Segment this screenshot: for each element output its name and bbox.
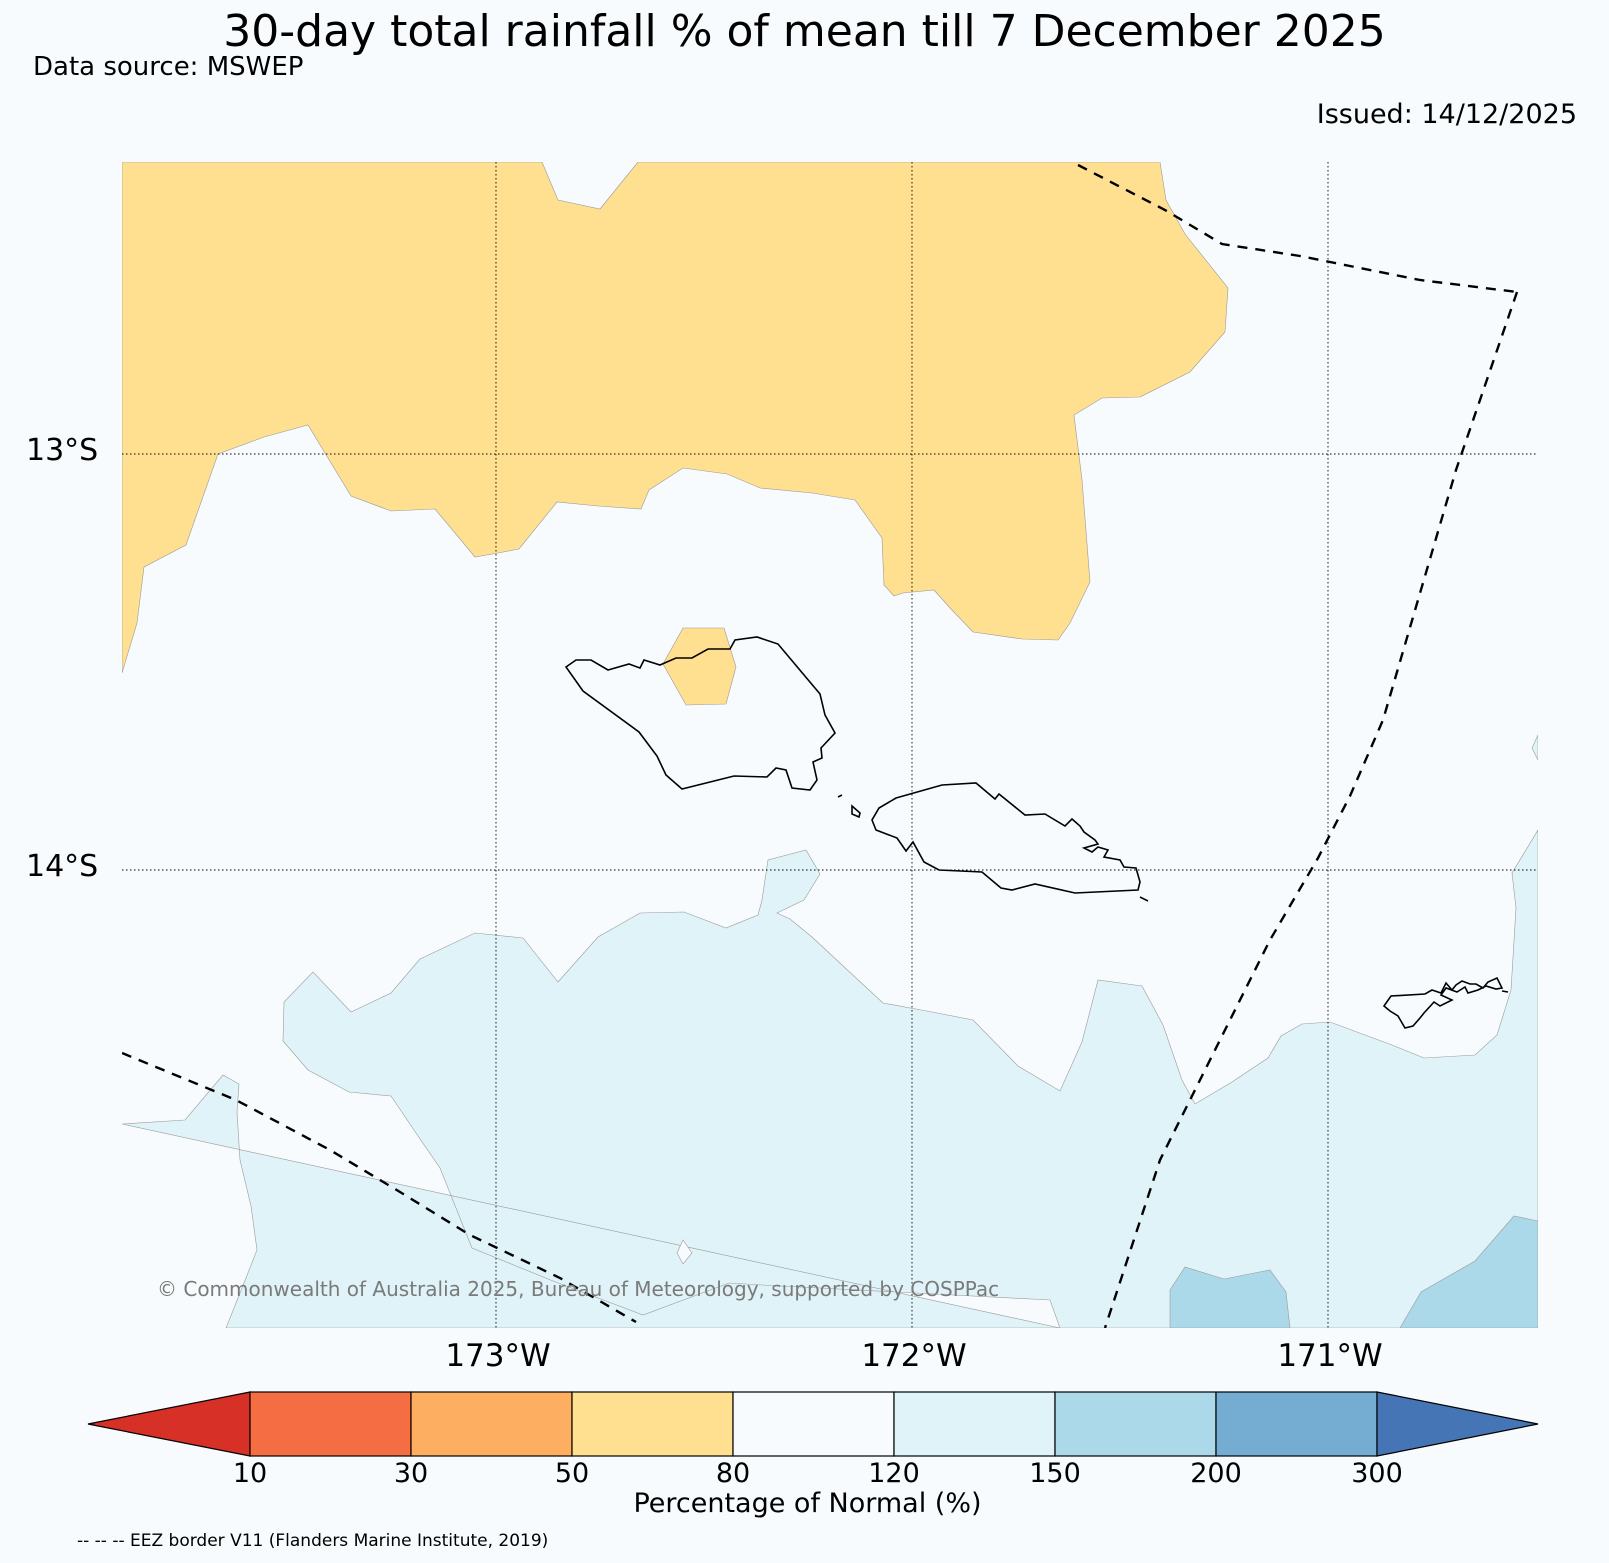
colorbar-tick: 150 (1029, 1458, 1081, 1489)
colorbar-tick: 200 (1190, 1458, 1242, 1489)
colorbar-extend-high (1376, 1391, 1539, 1457)
lon-label-171w: 171°W (1277, 1338, 1383, 1374)
eez-border-southwest (122, 1051, 637, 1324)
colorbar-tick: 120 (868, 1458, 920, 1489)
colorbar (87, 1391, 1539, 1457)
eez-borders (122, 163, 1519, 1328)
rainfall-zone-150-200-a (1169, 1266, 1291, 1328)
rainfall-zone-50-80 (122, 162, 1229, 674)
island-upolu (871, 782, 1141, 894)
island-apolima (851, 804, 861, 819)
lon-label-173w: 173°W (445, 1338, 551, 1374)
colorbar-bin-30-50 (410, 1391, 573, 1457)
map-area (122, 162, 1538, 1328)
map-title: 30-day total rainfall % of mean till 7 D… (223, 6, 1386, 57)
rainfall-zone-120-150-edge (1531, 734, 1538, 761)
colorbar-bin-200-300 (1215, 1391, 1378, 1457)
lon-label-172w: 172°W (861, 1338, 967, 1374)
data-source: Data source: MSWEP (33, 52, 304, 82)
colorbar-label: Percentage of Normal (%) (633, 1488, 982, 1519)
issued-date: Issued: 14/12/2025 (1316, 99, 1577, 130)
island-aunuu (1501, 990, 1509, 993)
lat-label-14s: 14°S (26, 849, 99, 884)
colorbar-tick: 50 (554, 1458, 590, 1489)
island-upolu-tip (1139, 896, 1149, 902)
colorbar-tick: 30 (393, 1458, 429, 1489)
colorbar-tick: 80 (715, 1458, 751, 1489)
coastlines (564, 636, 1509, 1029)
colorbar-extend-low (87, 1391, 251, 1457)
colorbar-bin-50-80 (571, 1391, 734, 1457)
rainfall-zone-120-150 (122, 829, 1538, 1328)
lat-label-13s: 13°S (26, 433, 99, 468)
eez-legend-note: -- -- -- EEZ border V11 (Flanders Marine… (77, 1531, 549, 1551)
island-savaii (564, 636, 836, 791)
colorbar-tick: 300 (1351, 1458, 1403, 1489)
eez-border-northeast (1077, 163, 1518, 294)
eez-border-east (1103, 291, 1519, 1328)
colorbar-bin-80-120 (732, 1391, 895, 1457)
colorbar-tick: 10 (232, 1458, 268, 1489)
colorbar-bin-150-200 (1054, 1391, 1217, 1457)
island-manono (837, 794, 843, 798)
colorbar-bin-10-30 (249, 1391, 412, 1457)
rainfall-zone-150-200-b (1399, 1215, 1538, 1328)
copyright-notice: © Commonwealth of Australia 2025, Bureau… (157, 1277, 1000, 1301)
island-tutuila (1382, 976, 1504, 1029)
rainfall-gap-small (676, 1239, 693, 1265)
graticule (122, 162, 1538, 1328)
colorbar-bin-120-150 (893, 1391, 1056, 1457)
